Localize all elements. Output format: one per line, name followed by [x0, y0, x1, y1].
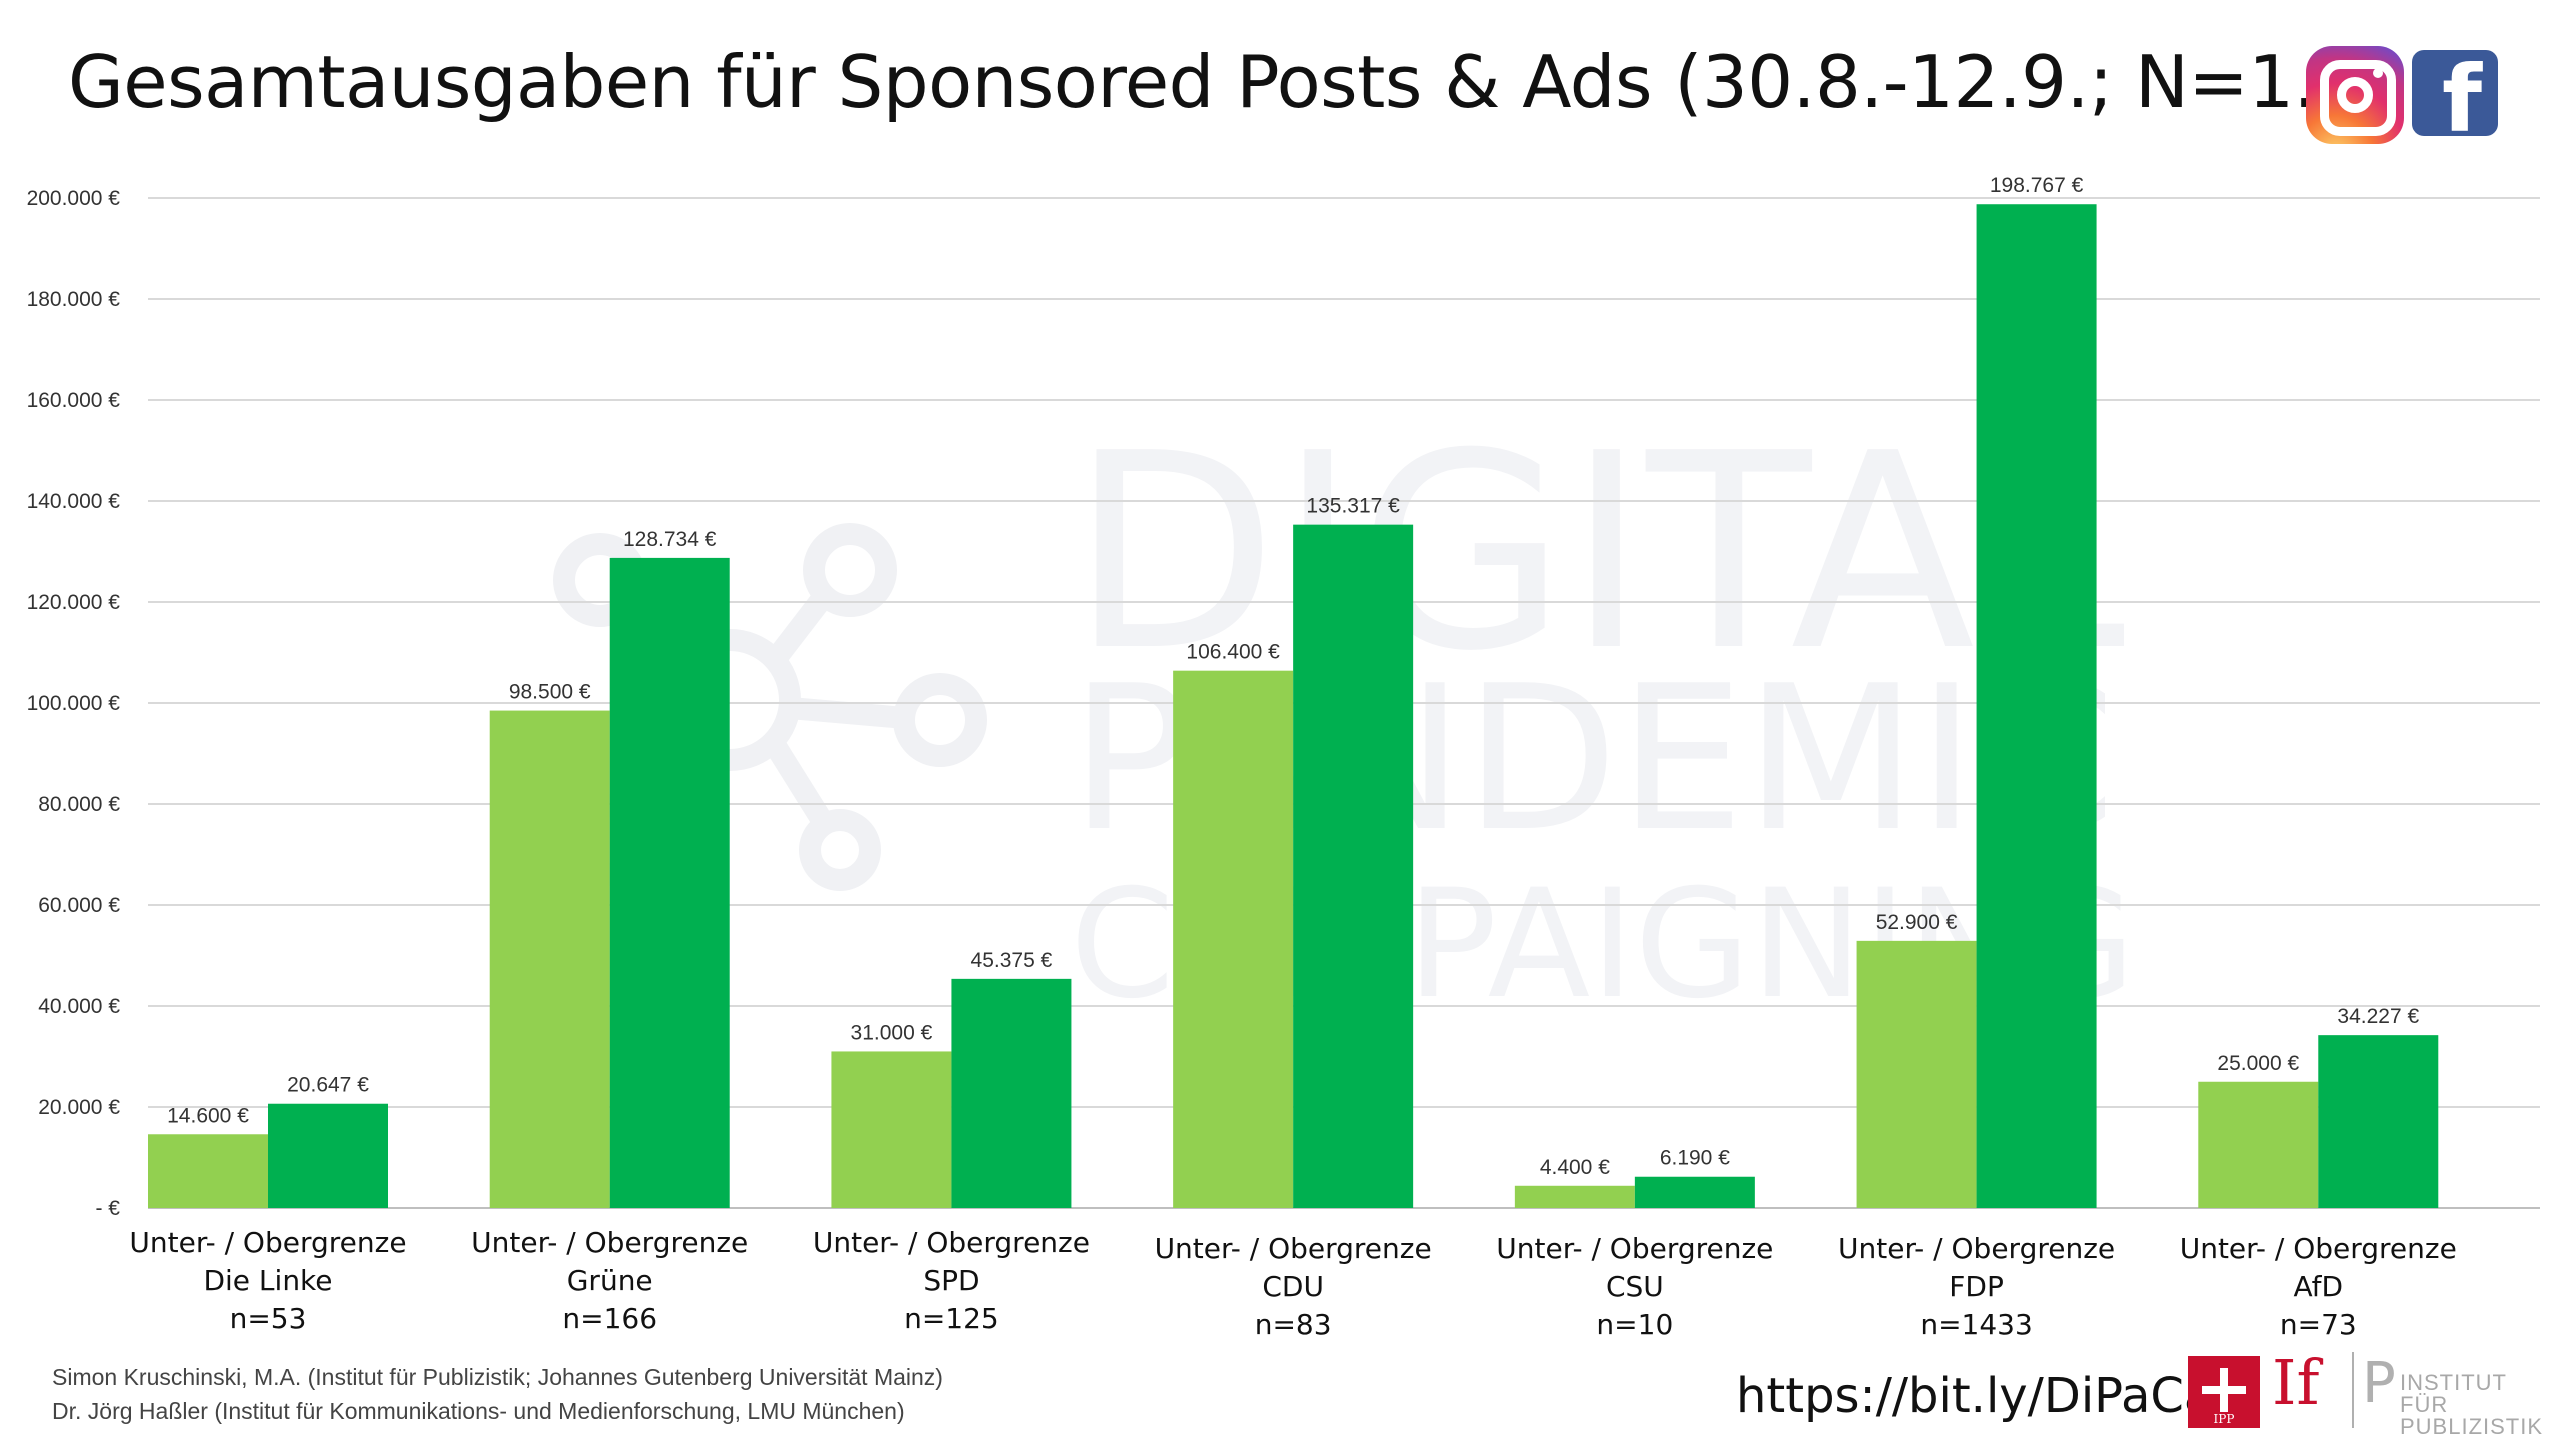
- y-tick-label: 20.000 €: [38, 1096, 120, 1119]
- bar-lower-bound: [831, 1051, 952, 1208]
- category-label: Unter- / Obergrenze: [2180, 1232, 2457, 1265]
- bar-lower-bound: [148, 1134, 268, 1208]
- category-party-label: Grüne: [567, 1264, 653, 1297]
- bar-lower-bound: [489, 710, 610, 1208]
- data-label: 14.600 €: [167, 1104, 249, 1127]
- y-tick-label: 200.000 €: [27, 187, 121, 210]
- bar-upper-bound: [2318, 1035, 2439, 1208]
- bar-upper-bound: [1293, 524, 1414, 1208]
- category-label: Unter- / Obergrenze: [813, 1226, 1090, 1259]
- source-link[interactable]: https://bit.ly/DiPaCa: [1736, 1368, 2214, 1424]
- ifp-logo: If P INSTITUT FÜR PUBLIZISTIK: [2272, 1346, 2542, 1438]
- facebook-icon: f: [2412, 50, 2498, 136]
- data-label: 98.500 €: [509, 681, 591, 704]
- y-tick-label: 60.000 €: [38, 894, 120, 917]
- data-label: 34.227 €: [2337, 1005, 2419, 1028]
- y-tick-label: 180.000 €: [27, 288, 121, 311]
- data-label: 135.317 €: [1306, 495, 1400, 518]
- category-party-label: Die Linke: [203, 1264, 332, 1297]
- instagram-icon: [2306, 46, 2404, 144]
- y-tick-label: 140.000 €: [27, 490, 121, 513]
- category-n-label: n=125: [904, 1302, 999, 1335]
- data-label: 31.000 €: [851, 1021, 933, 1044]
- bar-lower-bound: [1173, 670, 1294, 1208]
- ipp-logo: IPP: [2188, 1356, 2260, 1428]
- y-tick-label: 40.000 €: [38, 995, 120, 1018]
- data-label: 4.400 €: [1540, 1156, 1610, 1179]
- ipp-logo-text: IPP: [2213, 1412, 2235, 1426]
- category-party-label: FDP: [1949, 1270, 2004, 1303]
- category-n-label: n=53: [230, 1302, 307, 1335]
- credits: Simon Kruschinski, M.A. (Institut für Pu…: [52, 1360, 943, 1428]
- category-party-label: AfD: [2293, 1270, 2343, 1303]
- bar-lower-bound: [2198, 1081, 2319, 1208]
- category-n-label: n=73: [2280, 1308, 2357, 1341]
- y-tick-label: 80.000 €: [38, 793, 120, 816]
- category-n-label: n=166: [562, 1302, 657, 1335]
- ifp-name-line-1: INSTITUT FÜR: [2400, 1370, 2507, 1417]
- data-label: 6.190 €: [1660, 1147, 1730, 1170]
- ifp-logo-name: INSTITUT FÜR PUBLIZISTIK: [2400, 1372, 2543, 1438]
- bar-upper-bound: [609, 557, 730, 1208]
- category-n-label: n=1433: [1920, 1308, 2032, 1341]
- bar-upper-bound: [1976, 204, 2097, 1208]
- category-party-label: SPD: [923, 1264, 979, 1297]
- credit-line-1: Simon Kruschinski, M.A. (Institut für Pu…: [52, 1364, 943, 1390]
- category-label: Unter- / Obergrenze: [1496, 1232, 1773, 1265]
- data-label: 25.000 €: [2217, 1052, 2299, 1075]
- data-label: 106.400 €: [1186, 641, 1280, 664]
- credit-line-2: Dr. Jörg Haßler (Institut für Kommunikat…: [52, 1398, 905, 1424]
- data-label: 20.647 €: [287, 1074, 369, 1097]
- chart-title: Gesamtausgaben für Sponsored Posts & Ads…: [68, 40, 2480, 124]
- category-label: Unter- / Obergrenze: [471, 1226, 748, 1259]
- bar-upper-bound: [951, 978, 1072, 1208]
- watermark-line-1: DIGITAL: [1070, 395, 2126, 710]
- facebook-glyph: f: [2442, 50, 2483, 137]
- category-label: Unter- / Obergrenze: [1838, 1232, 2115, 1265]
- bar-upper-bound: [1634, 1176, 1755, 1208]
- category-label: Unter- / Obergrenze: [129, 1226, 406, 1259]
- data-label: 198.767 €: [1990, 174, 2084, 197]
- bar-lower-bound: [1514, 1185, 1635, 1208]
- ifp-logo-p: P: [2362, 1351, 2396, 1416]
- category-party-label: CDU: [1262, 1270, 1324, 1303]
- bar-upper-bound: [268, 1103, 388, 1208]
- category-n-label: n=10: [1596, 1308, 1673, 1341]
- y-tick-label: 160.000 €: [27, 389, 121, 412]
- ifp-logo-letters: If: [2272, 1346, 2320, 1419]
- category-n-label: n=83: [1255, 1308, 1332, 1341]
- category-label: Unter- / Obergrenze: [1155, 1232, 1432, 1265]
- bar-lower-bound: [1856, 940, 1977, 1208]
- data-label: 128.734 €: [623, 528, 717, 551]
- category-party-label: CSU: [1606, 1270, 1664, 1303]
- ifp-name-line-2: PUBLIZISTIK: [2400, 1414, 2544, 1439]
- data-label: 52.900 €: [1876, 911, 1958, 934]
- y-tick-label: 120.000 €: [27, 591, 121, 614]
- y-tick-label: - €: [95, 1197, 120, 1220]
- data-label: 45.375 €: [971, 949, 1053, 972]
- y-tick-label: 100.000 €: [27, 692, 121, 715]
